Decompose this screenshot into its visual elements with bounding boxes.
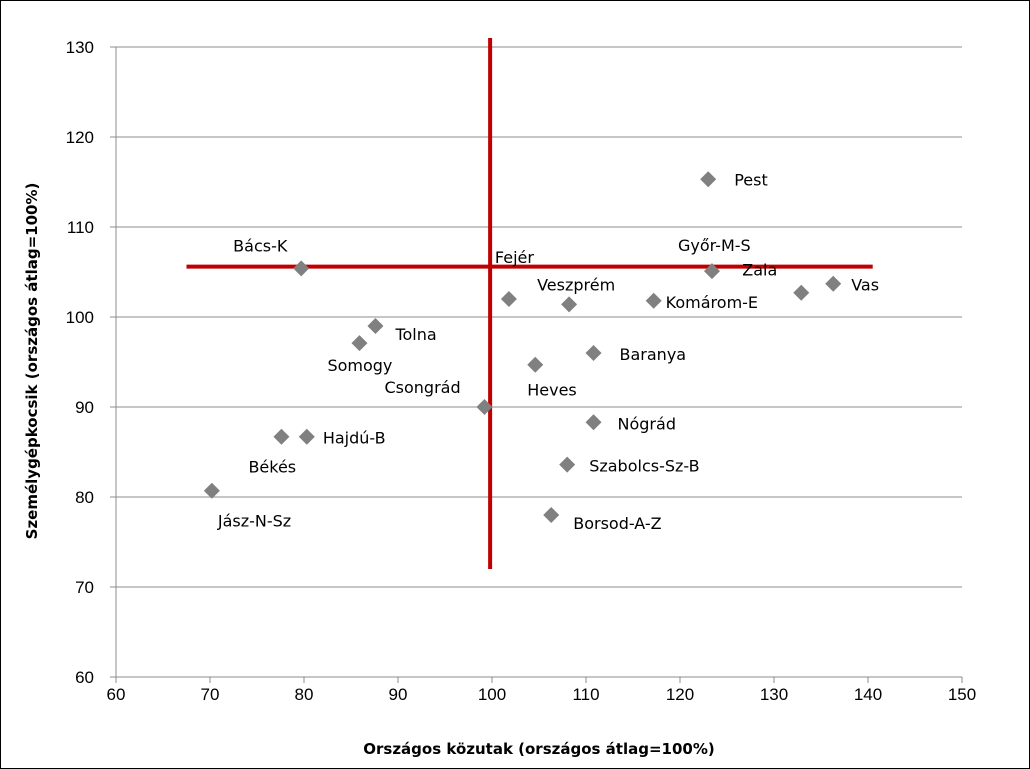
point-label-tolna: Tolna <box>394 325 436 344</box>
x-tick-label-80: 80 <box>295 685 314 704</box>
point-n-gr-d <box>585 414 602 431</box>
x-tick-label-90: 90 <box>389 685 408 704</box>
point-label-csongr-d: Csongrád <box>384 378 460 397</box>
point-label-borsod-a-z: Borsod-A-Z <box>573 514 661 533</box>
point-szabolcs-sz-b <box>559 456 576 473</box>
point-label-heves: Heves <box>527 381 577 400</box>
point-label-hajd-b: Hajdú-B <box>323 429 386 448</box>
point-j-sz-n-sz <box>203 482 220 499</box>
point-tolna <box>367 318 384 334</box>
x-axis-title: Országos közutak (országos átlag=100%) <box>363 740 715 758</box>
grid-lines <box>116 46 962 588</box>
y-tick-label-110: 110 <box>67 218 94 237</box>
point-label-n-gr-d: Nógrád <box>618 414 676 433</box>
point-borsod-a-z <box>543 507 560 523</box>
point-label-baranya: Baranya <box>620 345 687 364</box>
point-pest <box>700 171 717 188</box>
y-tick-label-90: 90 <box>75 398 94 417</box>
point-label-somogy: Somogy <box>327 356 392 375</box>
y-tick-label-100: 100 <box>66 308 94 327</box>
point-label-zala: Zala <box>742 261 777 280</box>
point-veszpr-m <box>561 296 578 313</box>
y-tick-label-130: 130 <box>66 38 94 57</box>
x-tick-label-60: 60 <box>107 685 126 704</box>
x-tick-label-140: 140 <box>854 685 882 704</box>
x-tick-labels: 60 70 80 90 100 110 120 130 140 150 <box>107 685 977 704</box>
point-somogy <box>351 335 368 352</box>
y-axis-title: Személygépkocsik (országos átlag=100%) <box>23 183 41 540</box>
x-tick-label-110: 110 <box>572 685 599 704</box>
point-label-fej-r: Fejér <box>495 248 534 267</box>
y-tick-label-70: 70 <box>75 578 94 597</box>
point-b-k-s <box>273 428 290 445</box>
point-csongr-d <box>476 399 493 415</box>
x-tick-label-70: 70 <box>201 685 220 704</box>
point-label-szabolcs-sz-b: Szabolcs-Sz-B <box>589 457 699 476</box>
point-baranya <box>585 345 602 361</box>
reference-lines <box>186 38 873 569</box>
point-hajd-b <box>298 428 315 445</box>
y-tick-labels: 60 70 80 90 100 110 120 130 <box>66 38 94 687</box>
point-label-j-sz-n-sz: Jász-N-Sz <box>217 512 291 531</box>
axes <box>110 46 963 683</box>
point-label-b-cs-k: Bács-K <box>233 236 288 255</box>
data-points <box>203 171 842 523</box>
point-heves <box>527 356 544 373</box>
y-tick-label-80: 80 <box>75 488 94 507</box>
point-b-cs-k <box>293 260 310 277</box>
point-kom-rom-e <box>645 292 662 309</box>
point-zala <box>793 284 810 301</box>
x-tick-label-120: 120 <box>666 685 694 704</box>
y-tick-label-120: 120 <box>66 128 94 147</box>
point-label-vas: Vas <box>851 276 879 295</box>
point-label-kom-rom-e: Komárom-E <box>666 293 758 312</box>
point-label-pest: Pest <box>734 170 768 189</box>
point-label-gy-r-m-s: Győr-M-S <box>678 236 751 255</box>
x-tick-label-150: 150 <box>948 685 976 704</box>
point-label-b-k-s: Békés <box>248 458 296 477</box>
x-tick-label-100: 100 <box>478 685 506 704</box>
point-fej-r <box>500 291 517 307</box>
point-vas <box>825 275 842 292</box>
y-tick-label-60: 60 <box>75 668 94 687</box>
x-tick-label-130: 130 <box>760 685 788 704</box>
point-gy-r-m-s <box>703 263 720 280</box>
point-label-veszpr-m: Veszprém <box>537 275 615 294</box>
